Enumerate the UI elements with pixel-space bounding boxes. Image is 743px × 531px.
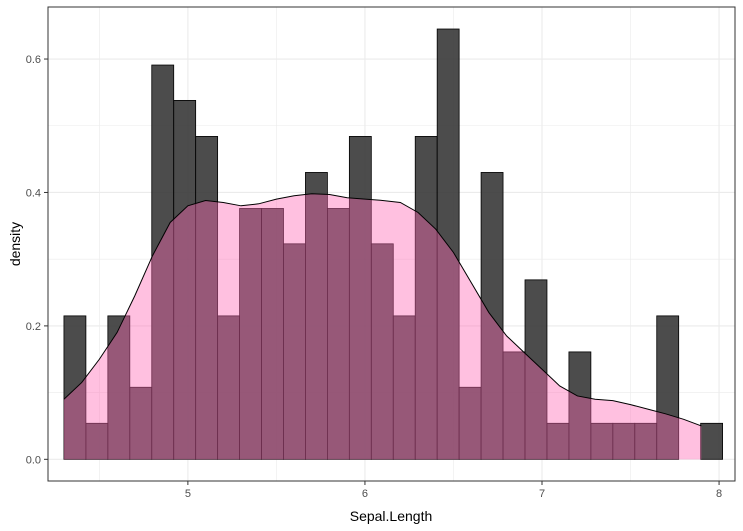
histogram-bar xyxy=(656,315,680,460)
y-tick-label: 0.6 xyxy=(26,54,41,66)
x-tick-label: 6 xyxy=(362,488,368,500)
histogram-bar xyxy=(436,28,460,460)
y-axis-ticks: 0.0 0.2 0.4 0.6 xyxy=(26,54,48,466)
y-tick-label: 0.4 xyxy=(26,187,41,199)
x-tick-label: 5 xyxy=(185,488,191,500)
histogram-bars xyxy=(63,28,724,460)
x-tick-label: 8 xyxy=(716,488,722,500)
x-tick-label: 7 xyxy=(539,488,545,500)
y-tick-label: 0.2 xyxy=(26,321,41,333)
x-axis-title: Sepal.Length xyxy=(350,508,433,524)
density-curve xyxy=(63,193,702,427)
histogram-bar xyxy=(195,136,219,460)
histogram-bar xyxy=(524,279,548,460)
density-fill xyxy=(63,193,702,460)
x-axis-ticks: 5 6 7 8 xyxy=(185,481,722,500)
histogram-bar xyxy=(63,315,87,460)
y-tick-label: 0.0 xyxy=(26,454,41,466)
histogram-bar xyxy=(480,172,504,460)
plot-panel-border xyxy=(47,6,736,482)
histogram-bar xyxy=(700,422,724,460)
histogram-bar xyxy=(568,351,592,460)
density-area xyxy=(63,193,702,460)
y-axis-title: density xyxy=(7,222,23,266)
